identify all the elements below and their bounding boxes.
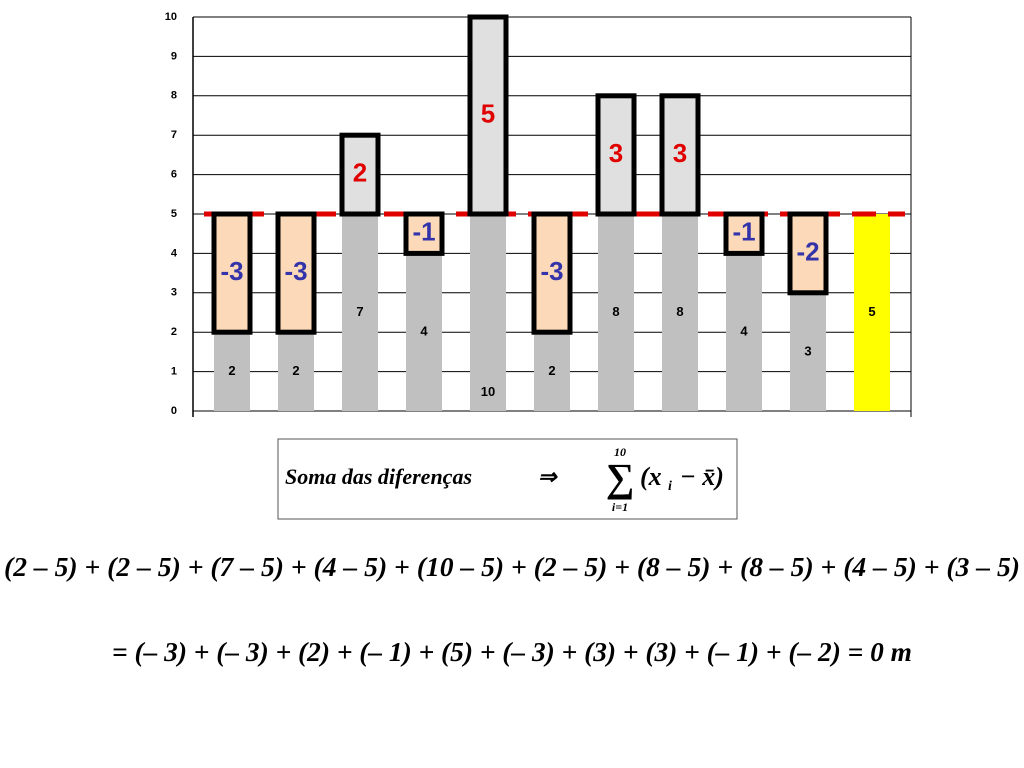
- y-tick-label: 3: [171, 287, 177, 299]
- bar: [534, 332, 570, 411]
- formula-rest: − x̄): [680, 462, 724, 491]
- bar: [278, 332, 314, 411]
- result: = (– 3) + (– 3) + (2) + (– 1) + (5) + (–…: [112, 637, 912, 667]
- deviation-label: -1: [412, 217, 435, 247]
- y-tick-label: 6: [171, 169, 177, 181]
- y-tick-label: 9: [171, 50, 177, 62]
- formula-label: Soma das diferenças: [285, 464, 472, 489]
- bar: [854, 214, 890, 411]
- y-tick-label: 10: [165, 11, 177, 23]
- y-tick-label: 8: [171, 90, 177, 102]
- deviation-box: [403, 211, 445, 256]
- bar: [726, 253, 762, 411]
- formula-box: [277, 438, 738, 520]
- deviation-box: [467, 14, 509, 217]
- deviation-box: [659, 93, 701, 217]
- deviation-label: -3: [540, 256, 563, 286]
- bar-value-label: 2: [228, 363, 235, 378]
- formula-arrow: ⇒: [538, 464, 558, 489]
- bar-value-label: 4: [420, 324, 428, 339]
- deviation-box: [787, 211, 829, 296]
- deviation-label: -2: [796, 236, 819, 266]
- deviation-box: [275, 211, 317, 335]
- formula-upper: 10: [614, 445, 626, 459]
- y-tick-label: 5: [171, 208, 177, 220]
- bar: [790, 292, 826, 411]
- y-tick-label: 4: [171, 247, 178, 259]
- bar-value-label: 2: [292, 363, 299, 378]
- bar-value-label: 8: [676, 304, 683, 319]
- expression: (2 – 5) + (2 – 5) + (7 – 5) + (4 – 5) + …: [4, 552, 1020, 582]
- bar-value-label: 5: [868, 304, 875, 319]
- bar-value-label: 2: [548, 363, 555, 378]
- deviation-box: [595, 93, 637, 217]
- y-tick-label: 1: [171, 366, 177, 378]
- y-tick-label: 0: [171, 405, 177, 417]
- formula-lower: i=1: [612, 500, 628, 514]
- deviation-label: 3: [609, 138, 623, 168]
- deviation-label: -1: [732, 217, 755, 247]
- bar-value-label: 3: [804, 343, 811, 358]
- formula-open: (x: [640, 462, 662, 491]
- deviation-label: -3: [220, 256, 243, 286]
- bar-value-label: 4: [740, 324, 748, 339]
- bar-value-label: 8: [612, 304, 619, 319]
- bar-value-label: 7: [356, 304, 363, 319]
- deviation-box: [211, 211, 253, 335]
- deviation-box: [723, 211, 765, 256]
- formula-sigma: ∑: [606, 455, 635, 500]
- bar-value-label: 10: [481, 384, 495, 399]
- deviation-label: 3: [673, 138, 687, 168]
- deviation-label: 2: [353, 157, 367, 187]
- deviation-label: -3: [284, 256, 307, 286]
- y-tick-label: 2: [171, 326, 177, 338]
- overlay: 2 2 7 4 10 2 8 8 4 3 5 -3 -3 2 -1 5 -3 3 3 -1 -2: [204, 14, 905, 399]
- y-tick-label: 7: [171, 129, 177, 141]
- deviation-box: [339, 132, 381, 217]
- deviation-box: [531, 211, 573, 335]
- deviation-label: 5: [481, 98, 495, 128]
- bar: [406, 253, 442, 411]
- bar: [214, 332, 250, 411]
- formula-index: i: [668, 479, 672, 494]
